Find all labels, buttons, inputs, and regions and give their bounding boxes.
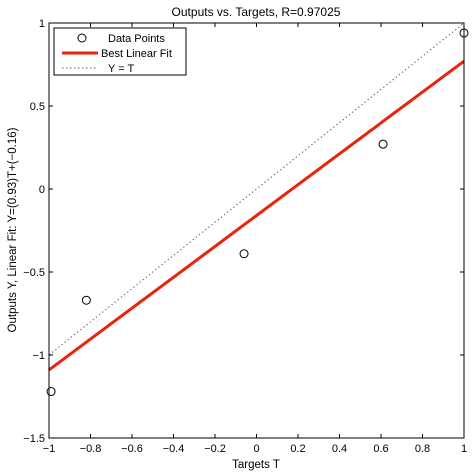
y-tick-label: 1 [39, 18, 45, 30]
x-axis: −1 −0.8 −0.6 −0.4 −0.2 0 0.2 0.4 0.6 0.8 1 [43, 23, 467, 455]
x-tick-label: −1 [43, 443, 56, 455]
x-tick-label: −0.2 [204, 443, 226, 455]
plot-markers-layer [46, 28, 469, 397]
legend: Data Points Best Linear Fit Y = T [53, 27, 187, 76]
x-tick-label: 1 [461, 443, 467, 455]
y-axis: −1.5 −1 −0.5 0 0.5 1 [23, 18, 464, 445]
x-tick-label: −0.4 [163, 443, 185, 455]
best-linear-fit-line [48, 59, 465, 372]
x-tick-label: 0.4 [332, 443, 347, 455]
legend-label-data-points: Data Points [108, 33, 165, 45]
chart-title: Outputs vs. Targets, R=0.97025 [172, 5, 341, 19]
data-point-marker [81, 295, 91, 305]
x-tick-label: −0.6 [121, 443, 143, 455]
y-tick-label: −1 [32, 350, 45, 362]
x-tick-label: 0.8 [415, 443, 430, 455]
x-axis-label: Targets T [232, 459, 280, 471]
y-equals-t-line [48, 22, 465, 356]
y-tick-label: −0.5 [23, 267, 45, 279]
x-tick-label: 0.6 [373, 443, 388, 455]
y-tick-label: −1.5 [23, 433, 45, 445]
plot-frame [48, 22, 465, 439]
x-tick-label: 0 [253, 443, 259, 455]
y-tick-label: 0 [39, 184, 45, 196]
data-point-marker [46, 387, 56, 397]
legend-label-y-equals-t: Y = T [108, 63, 134, 75]
x-tick-label: 0.2 [290, 443, 305, 455]
plot-lines-layer [48, 22, 465, 372]
legend-label-best-fit: Best Linear Fit [101, 48, 172, 60]
x-tick-label: −0.8 [80, 443, 102, 455]
legend-marker-data-points [77, 33, 87, 43]
data-point-marker [378, 139, 388, 149]
y-axis-label: Outputs Y, Linear Fit: Y=(0.93)T+(−0.16) [7, 127, 19, 332]
data-point-marker [239, 249, 249, 259]
y-tick-label: 0.5 [30, 101, 45, 113]
